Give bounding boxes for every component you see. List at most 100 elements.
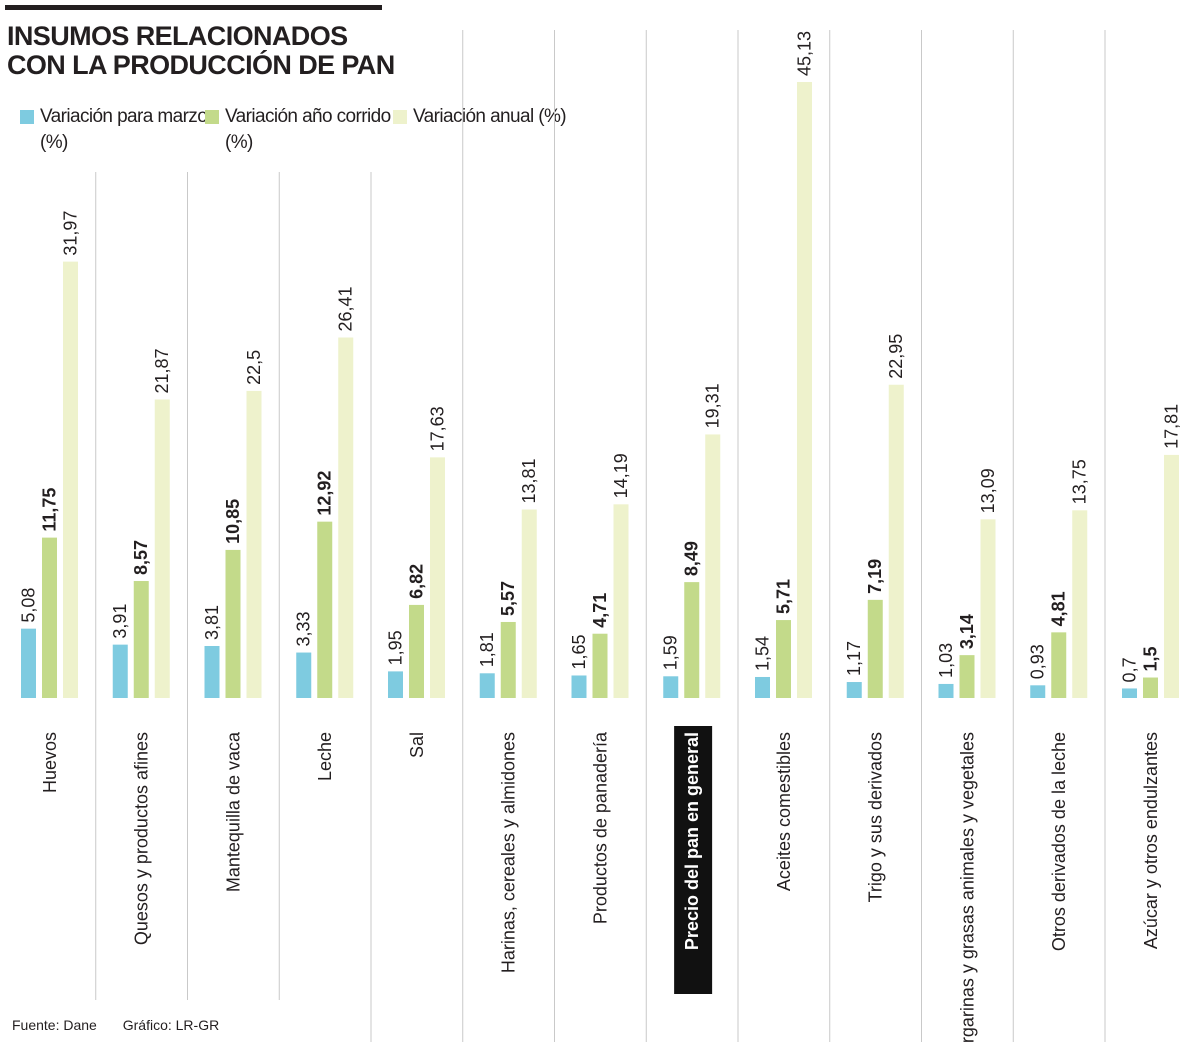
data-label-sal-2: 6,82 bbox=[407, 564, 427, 599]
data-label-huevos-2: 11,75 bbox=[40, 488, 60, 532]
category-label-huevos: Huevos bbox=[40, 732, 60, 793]
data-label-margarinas-y-grasas-animales-y-vegetales-1: 1,03 bbox=[936, 643, 956, 678]
bar-trigo-y-sus-derivados-3 bbox=[888, 384, 904, 698]
bar-huevos-2 bbox=[42, 537, 57, 698]
bar-quesos-y-productos-afines-1 bbox=[112, 644, 128, 698]
bar-sal-2 bbox=[409, 604, 424, 698]
bar-leche-2 bbox=[317, 521, 333, 698]
category-label-otros-derivados-de-la-leche: Otros derivados de la leche bbox=[1049, 732, 1069, 951]
category-label-trigo-y-sus-derivados: Trigo y sus derivados bbox=[866, 732, 886, 902]
category-label-harinas-cereales-y-almidones: Harinas, cereales y almidones bbox=[499, 732, 519, 973]
data-label-harinas-cereales-y-almidones-2: 5,57 bbox=[498, 581, 518, 616]
category-label-precio-del-pan-en-general: Precio del pan en general bbox=[682, 732, 702, 950]
bar-otros-derivados-de-la-leche-2 bbox=[1051, 632, 1067, 698]
data-label-sal-3: 17,63 bbox=[428, 406, 448, 451]
bar-productos-de-panaderia-3 bbox=[613, 504, 629, 698]
highlight-label-box bbox=[674, 726, 713, 994]
bar-trigo-y-sus-derivados-2 bbox=[867, 599, 883, 698]
data-label-trigo-y-sus-derivados-1: 1,17 bbox=[844, 641, 864, 676]
bar-trigo-y-sus-derivados-1 bbox=[846, 682, 862, 698]
bar-precio-del-pan-en-general-2 bbox=[684, 582, 700, 698]
chart-title-line2: CON LA PRODUCCIÓN DE PAN bbox=[7, 50, 395, 80]
data-label-precio-del-pan-en-general-1: 1,59 bbox=[661, 635, 681, 670]
data-label-quesos-y-productos-afines-3: 21,87 bbox=[152, 348, 172, 393]
data-label-leche-3: 26,41 bbox=[336, 286, 356, 331]
bar-aceites-comestibles-2 bbox=[776, 620, 791, 698]
data-label-huevos-1: 5,08 bbox=[19, 588, 39, 623]
data-label-azucar-y-otros-endulzantes-1: 0,7 bbox=[1120, 657, 1140, 682]
category-label-margarinas-y-grasas-animales-y-vegetales: Margarinas y grasas animales y vegetales bbox=[957, 732, 977, 1042]
legend-swatch-marzo bbox=[20, 110, 34, 124]
bar-aceites-comestibles-3 bbox=[797, 82, 812, 698]
data-label-azucar-y-otros-endulzantes-2: 1,5 bbox=[1141, 646, 1161, 671]
bar-sal-1 bbox=[388, 671, 403, 698]
bar-margarinas-y-grasas-animales-y-vegetales-3 bbox=[980, 519, 996, 698]
legend-swatch-ano-corrido bbox=[205, 110, 219, 124]
bar-harinas-cereales-y-almidones-2 bbox=[500, 621, 516, 698]
bar-productos-de-panaderia-1 bbox=[571, 675, 587, 698]
bar-leche-3 bbox=[338, 337, 354, 698]
data-label-productos-de-panaderia-1: 1,65 bbox=[569, 634, 589, 669]
bar-quesos-y-productos-afines-3 bbox=[154, 399, 170, 698]
data-label-margarinas-y-grasas-animales-y-vegetales-2: 3,14 bbox=[957, 614, 977, 649]
data-label-quesos-y-productos-afines-1: 3,91 bbox=[110, 604, 130, 639]
footer: Fuente: Dane Gráfico: LR-GR bbox=[12, 1017, 241, 1033]
data-label-aceites-comestibles-1: 1,54 bbox=[753, 636, 773, 671]
bar-otros-derivados-de-la-leche-1 bbox=[1030, 685, 1046, 698]
bar-azucar-y-otros-endulzantes-1 bbox=[1122, 688, 1137, 698]
category-label-leche: Leche bbox=[315, 732, 335, 781]
bar-harinas-cereales-y-almidones-3 bbox=[521, 509, 537, 698]
bar-mantequilla-de-vaca-2 bbox=[225, 549, 241, 698]
data-label-precio-del-pan-en-general-3: 19,31 bbox=[703, 383, 723, 428]
bar-quesos-y-productos-afines-2 bbox=[133, 581, 149, 698]
bar-productos-de-panaderia-2 bbox=[592, 633, 608, 698]
bar-mantequilla-de-vaca-3 bbox=[246, 390, 262, 698]
chart-title: INSUMOS RELACIONADOS CON LA PRODUCCIÓN D… bbox=[7, 22, 395, 80]
bar-sal-3 bbox=[430, 457, 445, 698]
data-label-otros-derivados-de-la-leche-2: 4,81 bbox=[1049, 591, 1069, 626]
data-label-precio-del-pan-en-general-2: 8,49 bbox=[682, 541, 702, 576]
bar-leche-1 bbox=[296, 652, 312, 698]
bar-precio-del-pan-en-general-1 bbox=[663, 676, 679, 698]
data-label-mantequilla-de-vaca-1: 3,81 bbox=[202, 605, 222, 640]
data-label-aceites-comestibles-3: 45,13 bbox=[795, 31, 815, 76]
data-label-productos-de-panaderia-2: 4,71 bbox=[590, 593, 610, 628]
category-label-aceites-comestibles: Aceites comestibles bbox=[774, 732, 794, 891]
data-label-trigo-y-sus-derivados-3: 22,95 bbox=[886, 334, 906, 379]
bar-azucar-y-otros-endulzantes-3 bbox=[1164, 454, 1179, 698]
category-label-azucar-y-otros-endulzantes: Azúcar y otros endulzantes bbox=[1141, 732, 1161, 949]
bar-huevos-3 bbox=[63, 261, 78, 698]
bar-otros-derivados-de-la-leche-3 bbox=[1072, 510, 1088, 698]
bar-harinas-cereales-y-almidones-1 bbox=[479, 673, 495, 698]
data-label-aceites-comestibles-2: 5,71 bbox=[774, 579, 794, 614]
bar-huevos-1 bbox=[21, 628, 36, 698]
chart-title-line1: INSUMOS RELACIONADOS bbox=[7, 21, 348, 51]
data-label-mantequilla-de-vaca-3: 22,5 bbox=[244, 350, 264, 385]
source-note: Fuente: Dane bbox=[12, 1017, 97, 1033]
category-label-productos-de-panaderia: Productos de panadería bbox=[590, 731, 610, 924]
data-label-sal-1: 1,95 bbox=[386, 630, 406, 665]
category-label-quesos-y-productos-afines: Quesos y productos afines bbox=[132, 732, 152, 945]
data-label-mantequilla-de-vaca-2: 10,85 bbox=[223, 499, 243, 544]
category-label-mantequilla-de-vaca: Mantequilla de vaca bbox=[223, 731, 243, 892]
legend-swatch-anual bbox=[393, 110, 407, 124]
bar-aceites-comestibles-1 bbox=[755, 676, 770, 698]
data-label-leche-2: 12,92 bbox=[315, 471, 335, 516]
data-label-harinas-cereales-y-almidones-3: 13,81 bbox=[519, 458, 539, 503]
data-label-trigo-y-sus-derivados-2: 7,19 bbox=[865, 559, 885, 594]
bar-precio-del-pan-en-general-3 bbox=[705, 434, 721, 698]
category-label-sal: Sal bbox=[407, 732, 427, 758]
bar-azucar-y-otros-endulzantes-2 bbox=[1143, 677, 1158, 698]
credit-note: Gráfico: LR-GR bbox=[122, 1017, 220, 1033]
legend-label-marzo: Variación para marzo (%) bbox=[40, 106, 208, 153]
bar-margarinas-y-grasas-animales-y-vegetales-2 bbox=[959, 655, 975, 698]
data-label-productos-de-panaderia-3: 14,19 bbox=[611, 453, 631, 498]
data-label-otros-derivados-de-la-leche-3: 13,75 bbox=[1070, 459, 1090, 504]
data-label-otros-derivados-de-la-leche-1: 0,93 bbox=[1028, 644, 1048, 679]
bar-margarinas-y-grasas-animales-y-vegetales-1 bbox=[938, 683, 954, 698]
data-label-azucar-y-otros-endulzantes-3: 17,81 bbox=[1162, 404, 1182, 449]
bar-mantequilla-de-vaca-1 bbox=[204, 645, 220, 698]
data-label-quesos-y-productos-afines-2: 8,57 bbox=[131, 540, 151, 575]
data-label-leche-1: 3,33 bbox=[294, 612, 314, 647]
